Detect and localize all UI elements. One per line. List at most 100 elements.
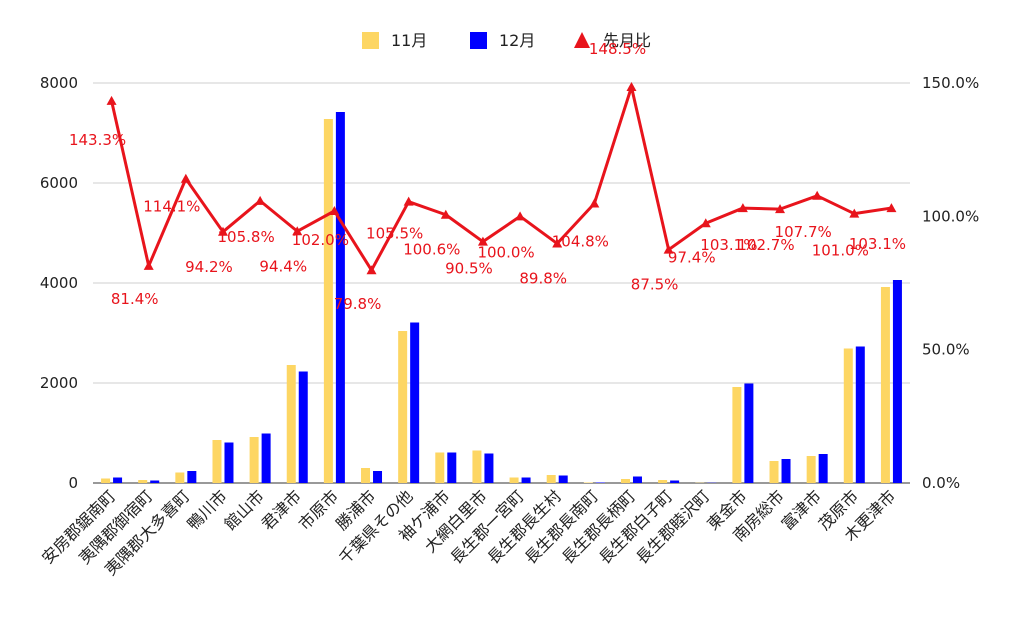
category-label: 市原市 xyxy=(295,486,342,533)
category-label: 富津市 xyxy=(778,486,825,533)
bar-nov xyxy=(658,480,668,483)
ratio-point xyxy=(886,203,897,213)
ratio-data-label: 90.5% xyxy=(445,260,493,278)
bar-nov xyxy=(472,450,482,483)
ratio-point xyxy=(849,208,860,218)
ratio-data-label: 100.0% xyxy=(477,243,534,261)
bar-nov xyxy=(620,479,630,483)
left-y-axis: 0 2000 4000 6000 8000 xyxy=(40,74,78,492)
bar-nov xyxy=(138,480,148,483)
legend-label: 11月 xyxy=(391,31,427,50)
ratio-data-label: 103.1% xyxy=(700,236,757,254)
bar-series xyxy=(101,112,902,483)
ratio-point xyxy=(106,95,117,105)
ratio-point xyxy=(477,236,488,246)
ratio-data-label: 97.4% xyxy=(668,248,716,266)
legend-label: 12月 xyxy=(499,31,535,50)
bar-nov xyxy=(769,461,779,483)
bar-dec xyxy=(373,471,383,483)
ratio-data-label: 81.4% xyxy=(111,290,159,308)
left-tick-label: 8000 xyxy=(40,74,78,92)
ratio-point xyxy=(663,244,674,254)
ratio-data-label: 104.8% xyxy=(552,233,609,251)
left-tick-label: 4000 xyxy=(40,274,78,292)
bar-dec xyxy=(410,322,420,483)
bar-dec xyxy=(298,371,308,483)
ratio-data-label: 100.6% xyxy=(403,241,460,259)
line-series xyxy=(106,82,897,275)
ratio-data-label: 102.0% xyxy=(292,231,349,249)
ratio-point xyxy=(255,195,266,205)
right-tick-label: 100.0% xyxy=(922,207,979,225)
bar-nov xyxy=(732,387,742,483)
ratio-point xyxy=(366,265,377,275)
category-label: 館山市 xyxy=(221,486,268,533)
bar-dec xyxy=(744,383,754,483)
bar-nov xyxy=(361,468,371,483)
ratio-point xyxy=(292,226,303,236)
left-tick-label: 6000 xyxy=(40,174,78,192)
bar-dec xyxy=(224,442,234,483)
bar-dec xyxy=(670,480,680,483)
bar-nov xyxy=(546,475,556,483)
bar-dec xyxy=(261,433,271,483)
ratio-data-label: 94.2% xyxy=(185,258,233,276)
ratio-data-label: 105.5% xyxy=(366,225,423,243)
gridlines xyxy=(93,82,910,484)
ratio-point xyxy=(737,203,748,213)
bar-dec xyxy=(595,482,605,483)
bar-nov xyxy=(323,119,333,483)
ratio-data-label: 107.7% xyxy=(775,223,832,241)
category-label: 鴨川市 xyxy=(183,486,230,533)
ratio-point xyxy=(440,209,451,219)
right-tick-label: 0.0% xyxy=(922,474,960,492)
bar-nov xyxy=(583,482,593,483)
right-tick-label: 50.0% xyxy=(922,341,970,359)
legend-swatch xyxy=(470,32,487,49)
right-tick-label: 150.0% xyxy=(922,74,979,92)
ratio-point xyxy=(515,211,526,221)
bar-nov xyxy=(101,478,111,483)
ratio-point xyxy=(329,206,340,215)
legend-label: 先月比 xyxy=(603,31,651,50)
ratio-point xyxy=(626,82,637,91)
ratio-point xyxy=(700,218,711,228)
ratio-point xyxy=(589,198,600,208)
bar-dec xyxy=(781,459,791,483)
bar-nov xyxy=(286,365,296,483)
left-tick-label: 2000 xyxy=(40,374,78,392)
data-labels: 143.3% 81.4% 114.1% 94.2% 105.8% 94.4% 102.0% 7… xyxy=(69,40,906,313)
bar-nov xyxy=(509,477,519,483)
bar-dec xyxy=(187,471,197,483)
bar-nov xyxy=(843,348,853,483)
ratio-data-label: 94.4% xyxy=(259,257,307,275)
bar-nov xyxy=(212,440,222,483)
ratio-point xyxy=(552,238,563,248)
legend-swatch xyxy=(362,32,379,49)
bar-dec xyxy=(484,453,494,483)
ratio-point xyxy=(180,173,191,183)
ratio-data-label: 105.8% xyxy=(218,228,275,246)
bar-nov xyxy=(806,456,816,483)
ratio-data-label: 114.1% xyxy=(143,198,200,216)
bar-dec xyxy=(892,280,902,483)
left-tick-label: 0 xyxy=(68,474,78,492)
ratio-data-label: 79.8% xyxy=(334,295,382,313)
ratio-data-label: 89.8% xyxy=(519,270,567,288)
bar-dec xyxy=(113,477,123,483)
bar-dec xyxy=(335,112,345,483)
legend: 11月 12月 先月比 xyxy=(362,31,651,50)
bar-dec xyxy=(632,476,642,483)
ratio-point xyxy=(812,190,823,200)
bar-dec xyxy=(855,346,865,483)
bar-nov xyxy=(880,287,890,483)
ratio-line xyxy=(110,85,892,272)
ratio-data-label: 102.7% xyxy=(737,236,794,254)
ratio-data-label: 143.3% xyxy=(69,131,126,149)
ratio-data-label: 103.1% xyxy=(849,235,906,253)
bar-dec xyxy=(150,480,160,483)
bar-dec xyxy=(521,477,531,483)
bar-nov xyxy=(435,452,445,483)
bar-nov xyxy=(249,437,259,483)
